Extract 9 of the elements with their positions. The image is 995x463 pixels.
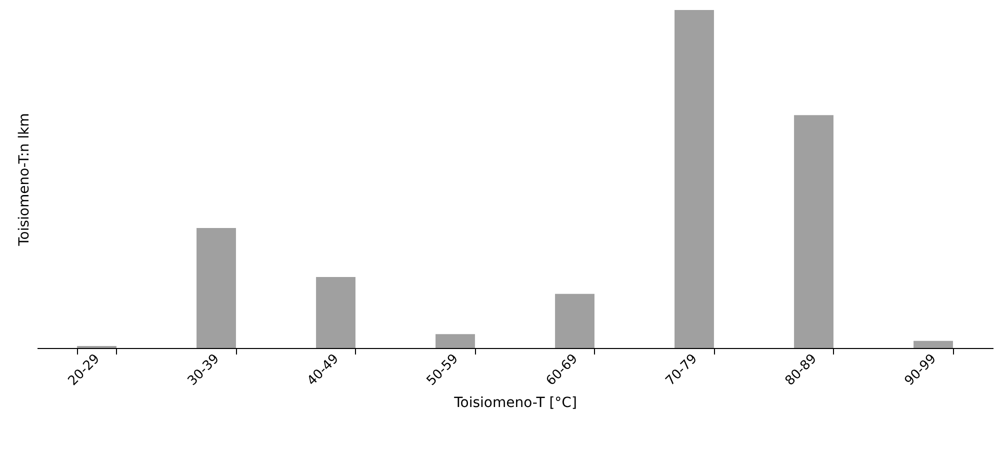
bar — [316, 277, 356, 348]
x-axis-title: Toisiomeno-T [°C] — [453, 395, 577, 412]
bar — [196, 228, 236, 348]
bar — [794, 115, 834, 348]
bar — [674, 10, 714, 348]
y-axis-title: Toisiomeno-T:n lkm — [16, 113, 32, 247]
bar — [914, 340, 953, 348]
bar — [436, 334, 475, 348]
bar — [555, 294, 594, 348]
